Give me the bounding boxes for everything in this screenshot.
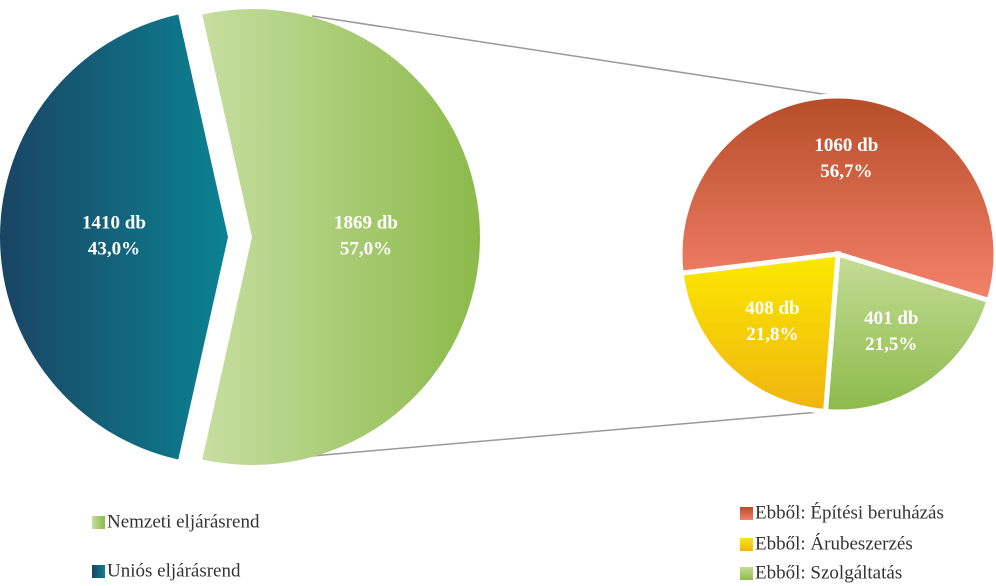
legend-marker (740, 538, 753, 551)
slice-count-label: 408 db (745, 298, 799, 319)
legend-label: Ebből: Szolgáltatás (755, 562, 902, 583)
legend-label: Ebből: Építési beruházás (755, 501, 944, 523)
slice-count-label: 1869 db (334, 212, 398, 233)
connector-line (311, 15, 837, 97)
slice-percent-label: 21,8% (746, 324, 798, 345)
pie-slice (0, 14, 228, 460)
slice-count-label: 401 db (864, 308, 918, 329)
legend-marker (92, 565, 105, 578)
legend-marker (740, 507, 753, 520)
legend-label: Nemzeti eljárásrend (107, 511, 260, 532)
legend-marker (740, 567, 753, 580)
slice-percent-label: 43,0% (88, 238, 140, 259)
slice-count-label: 1060 db (814, 135, 878, 156)
slice-percent-label: 56,7% (820, 161, 872, 182)
pie-slice (677, 93, 996, 304)
pie-slice (822, 250, 993, 415)
slice-percent-label: 57,0% (340, 238, 392, 259)
legend-label: Ebből: Árubeszerzés (755, 532, 913, 554)
connector-line (311, 409, 843, 457)
legend-marker (92, 516, 105, 529)
slice-count-label: 1410 db (82, 212, 146, 233)
pie-slice (678, 251, 841, 415)
legend-label: Uniós eljárásrend (107, 560, 241, 581)
slice-percent-label: 21,5% (865, 334, 917, 355)
pie-slice (202, 9, 481, 466)
